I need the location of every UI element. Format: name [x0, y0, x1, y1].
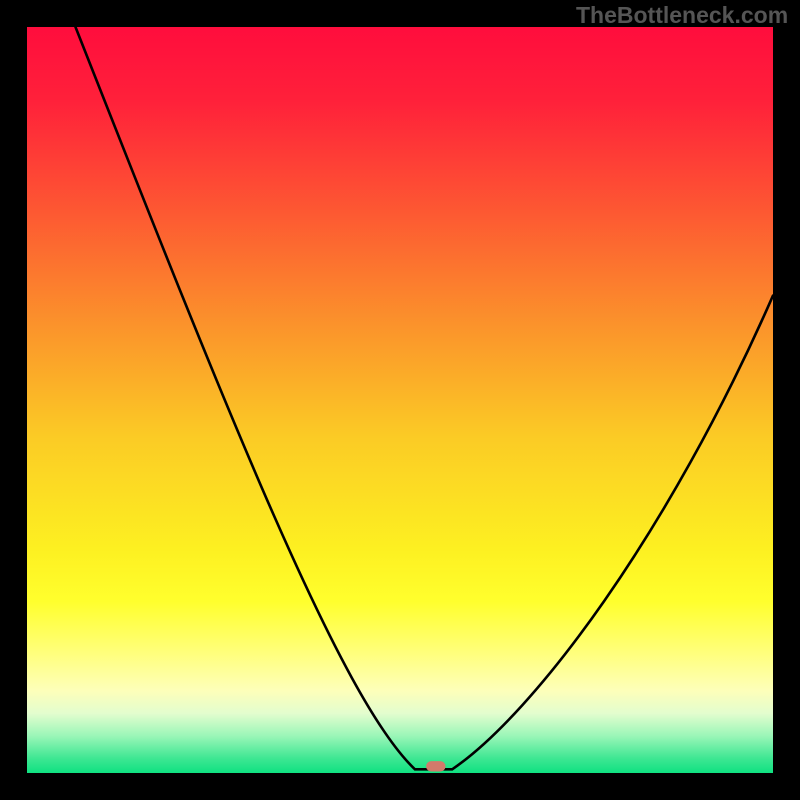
optimal-point-marker: [426, 761, 445, 771]
chart-container: TheBottleneck.com: [0, 0, 800, 800]
bottleneck-chart: [0, 0, 800, 800]
plot-gradient-background: [27, 27, 773, 773]
